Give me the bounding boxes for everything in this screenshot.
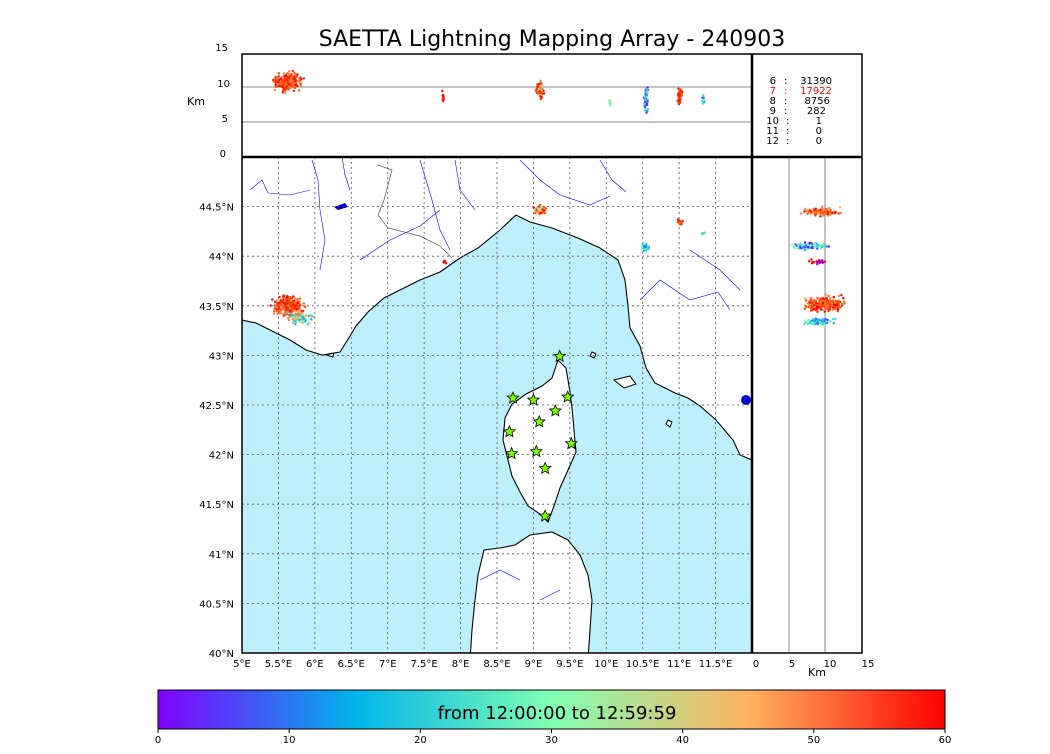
count-sep: : (786, 136, 789, 147)
count-sep: : (784, 86, 787, 97)
side-panel-x-label: Km (808, 666, 826, 679)
count-sep: : (786, 116, 789, 127)
station-star-icon (561, 390, 575, 403)
lat-tick-label: 44°N (209, 252, 234, 263)
lon-tick-label: 8.5°E (483, 659, 510, 670)
colorbar-tick-label: 40 (676, 735, 689, 746)
flash-count-table: 6 : 31390 7 : 17922 8 : 8756 9 : 282 10 … (766, 76, 832, 147)
lon-tick-label: 7°E (379, 659, 397, 670)
station-star-icon (538, 461, 552, 475)
lat-tick-label: 41.5°N (199, 500, 234, 511)
station-star-icon (532, 414, 547, 428)
lon-tick-label: 7.5°E (411, 659, 438, 670)
colorbar-tick-label: 10 (283, 735, 296, 746)
count-value: 282 (807, 106, 826, 117)
count-value: 8756 (805, 96, 830, 107)
colorbar-tick-label: 0 (155, 735, 161, 746)
count-sep: : (786, 126, 789, 137)
colorbar-tick-label: 30 (545, 735, 558, 746)
lat-tick-label: 43.5°N (199, 302, 234, 313)
top-tick-10: 10 (217, 79, 230, 90)
corsica-island (502, 358, 577, 523)
lon-tick-label: 9°E (525, 659, 543, 670)
station-star-icon (504, 446, 519, 460)
lat-tick-label: 40°N (209, 649, 234, 660)
side-tick-5: 5 (789, 659, 795, 670)
top-tick-5: 5 (222, 114, 228, 125)
station-star-icon (502, 424, 517, 438)
station-star-icon (506, 391, 520, 404)
lat-tick-label: 40.5°N (199, 599, 234, 610)
count-level: 6 (770, 76, 776, 87)
lon-tick-label: 11.5°E (699, 659, 733, 670)
count-level: 7 (770, 86, 776, 97)
station-star-icon (538, 509, 552, 522)
country-borders (377, 164, 453, 259)
giglio-island (665, 419, 673, 428)
lon-tick-label: 10°E (594, 659, 618, 670)
count-level: 12 (766, 136, 779, 147)
small-lake (334, 203, 348, 210)
lon-tick-label: 11°E (667, 659, 691, 670)
lat-tick-label: 44.5°N (199, 203, 234, 214)
side-panel-source-points (791, 205, 846, 326)
altitude-longitude-panel: Km 15 10 5 0 6 : 31390 7 : 17922 8 : 875… (187, 43, 862, 160)
lat-tick-label: 41°N (209, 550, 234, 561)
station-star-icon (553, 349, 567, 363)
map-graticule (242, 157, 752, 653)
count-sep: : (784, 96, 787, 107)
count-sep: : (784, 106, 787, 117)
lon-tick-label: 6.5°E (338, 659, 365, 670)
latitude-altitude-panel: 0 5 10 15 Km (752, 157, 874, 679)
station-markers (502, 349, 578, 522)
count-level: 8 (770, 96, 776, 107)
lat-tick-label: 43°N (209, 351, 234, 362)
lon-tick-label: 10.5°E (626, 659, 660, 670)
colorbar-caption: from 12:00:00 to 12:59:59 (438, 703, 677, 724)
lon-tick-label: 5.5°E (265, 659, 292, 670)
side-tick-10: 10 (824, 659, 837, 670)
colorbar-tick-label: 60 (939, 735, 952, 746)
count-value: 31390 (800, 76, 832, 87)
elba-island (612, 375, 637, 389)
count-value: 17922 (800, 86, 832, 97)
count-value: 0 (816, 136, 822, 147)
rivers (249, 157, 741, 601)
map-panel: 40°N 40.5°N 41°N 41.5°N 42°N 42.5°N 43°N 43.5°N… (199, 157, 752, 670)
colorbar-gradient (157, 689, 946, 730)
lon-tick-label: 5°E (233, 659, 251, 670)
top-tick-15: 15 (215, 43, 228, 54)
count-level: 11 (766, 126, 779, 137)
count-value: 1 (816, 116, 822, 127)
top-panel-source-points (271, 69, 706, 115)
count-level: 10 (766, 116, 779, 127)
lon-tick-label: 9.5°E (556, 659, 583, 670)
lat-tick-label: 42°N (209, 451, 234, 462)
top-tick-0: 0 (220, 149, 226, 160)
station-star-icon (529, 444, 543, 458)
panel-frames (241, 53, 863, 654)
lat-tick-label: 42.5°N (199, 401, 234, 412)
station-star-icon (526, 392, 541, 406)
side-tick-0: 0 (753, 659, 759, 670)
count-sep: : (784, 76, 787, 87)
station-star-icon (548, 403, 562, 417)
top-panel-y-label: Km (187, 95, 205, 108)
colorbar-tick-label: 50 (807, 735, 820, 746)
map-source-points (269, 203, 706, 326)
edge-marker (741, 395, 751, 405)
side-tick-15: 15 (862, 659, 875, 670)
count-level: 9 (770, 106, 776, 117)
lon-tick-label: 8°E (452, 659, 470, 670)
lon-tick-label: 6°E (306, 659, 324, 670)
colorbar: from 12:00:00 to 12:59:59 0 10 20 30 40 50 60 (155, 689, 952, 746)
figure-title: SAETTA Lightning Mapping Array - 240903 (319, 27, 786, 52)
colorbar-tick-label: 20 (414, 735, 427, 746)
sardinia-island (469, 531, 593, 653)
station-star-icon (564, 436, 578, 450)
count-value: 0 (816, 126, 822, 137)
